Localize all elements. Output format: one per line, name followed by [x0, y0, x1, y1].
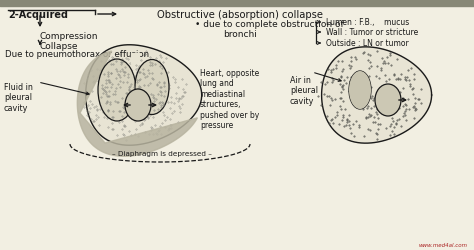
Text: • due to complete obstruction of: • due to complete obstruction of	[195, 20, 344, 29]
Text: Lumen : F.B.,    mucus: Lumen : F.B., mucus	[326, 18, 409, 27]
Text: bronchi: bronchi	[223, 30, 257, 39]
Polygon shape	[86, 46, 202, 146]
Text: Outside : LN or tumor: Outside : LN or tumor	[326, 39, 409, 48]
Ellipse shape	[135, 60, 169, 115]
Text: – Diaphragm is depressed –: – Diaphragm is depressed –	[112, 150, 212, 156]
Text: Compression
Collapse: Compression Collapse	[40, 32, 99, 51]
Text: 2-Acquired: 2-Acquired	[8, 10, 68, 20]
Ellipse shape	[349, 72, 371, 110]
Text: Obstructive (absorption) collapse: Obstructive (absorption) collapse	[157, 10, 323, 20]
Ellipse shape	[98, 60, 136, 122]
Text: Air in
pleural
cavity: Air in pleural cavity	[290, 76, 318, 106]
Ellipse shape	[125, 90, 151, 122]
Text: Heart, opposite
lung and
mediastinal
structures,
pushed over by
pressure: Heart, opposite lung and mediastinal str…	[200, 69, 259, 130]
Ellipse shape	[375, 85, 401, 116]
Polygon shape	[321, 48, 432, 144]
Polygon shape	[77, 52, 197, 157]
Text: Wall : Tumor or stricture: Wall : Tumor or stricture	[326, 28, 418, 37]
Text: www.med4al.com: www.med4al.com	[419, 242, 468, 247]
Text: Fluid in
pleural
cavity: Fluid in pleural cavity	[4, 83, 33, 112]
Ellipse shape	[349, 72, 371, 110]
Text: Due to pneumothorax or effusion: Due to pneumothorax or effusion	[5, 50, 149, 59]
